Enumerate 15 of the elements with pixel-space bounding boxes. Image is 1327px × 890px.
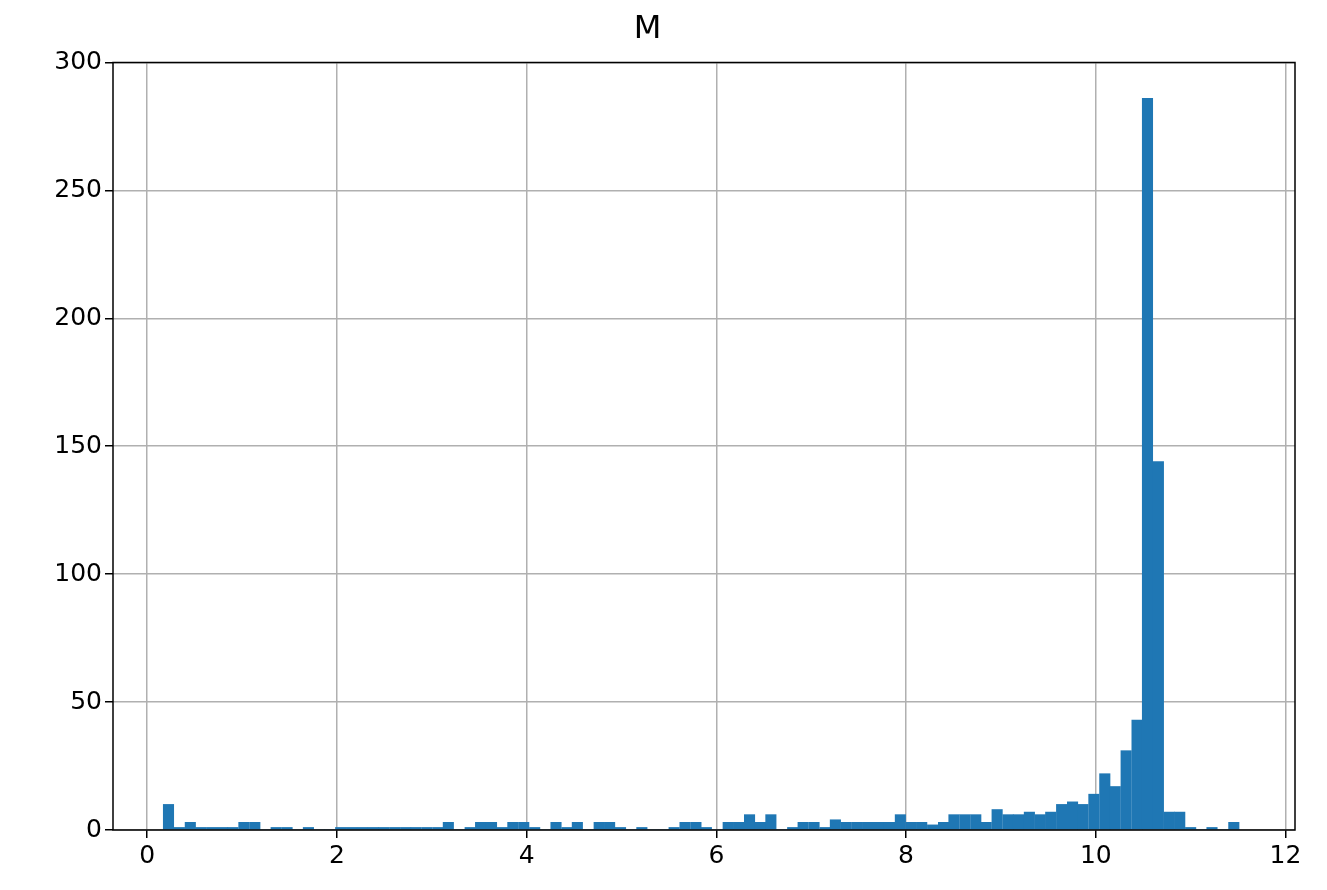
y-tick-label: 50 bbox=[70, 685, 102, 715]
x-tick-label: 4 bbox=[518, 839, 535, 869]
y-tick-label: 250 bbox=[54, 173, 102, 203]
y-tick-label: 0 bbox=[86, 813, 102, 843]
x-tick-label: 10 bbox=[1079, 839, 1112, 869]
y-tick-label: 150 bbox=[54, 429, 102, 459]
x-tick-label: 6 bbox=[708, 839, 725, 869]
y-tick-label: 200 bbox=[54, 301, 102, 331]
x-tick-label: 2 bbox=[328, 839, 345, 869]
x-tick-label: 8 bbox=[898, 839, 915, 869]
y-tick-label: 300 bbox=[54, 45, 102, 75]
y-tick-label: 100 bbox=[54, 557, 102, 587]
chart-title: M bbox=[633, 7, 662, 46]
x-tick-label: 12 bbox=[1269, 839, 1302, 869]
x-tick-label: 0 bbox=[139, 839, 156, 869]
